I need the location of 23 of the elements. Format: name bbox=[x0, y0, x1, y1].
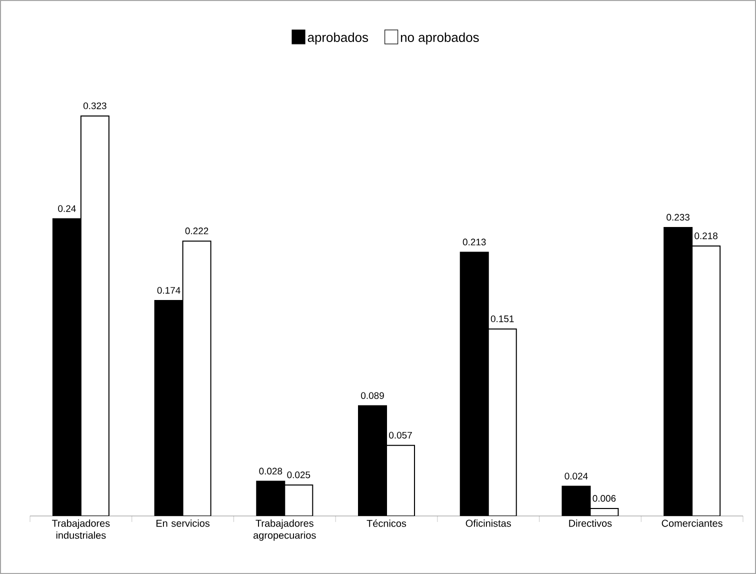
data-label: 0.233 bbox=[666, 214, 690, 221]
data-label: 0.024 bbox=[564, 472, 588, 480]
x-tick-label: Comerciantes bbox=[662, 520, 722, 527]
x-tick-label: En servicios bbox=[156, 520, 210, 527]
data-label: 0.323 bbox=[83, 102, 106, 110]
data-label: 0.24 bbox=[58, 205, 76, 212]
data-label: 0.089 bbox=[361, 392, 384, 399]
x-tick-label: Oficinistas bbox=[466, 520, 511, 527]
data-label: 0.025 bbox=[287, 472, 310, 478]
x-tick-label: Trabajadores industriales bbox=[52, 520, 110, 539]
data-label: 0.218 bbox=[694, 232, 718, 240]
legend-label: aprobados bbox=[308, 32, 368, 45]
x-tick-label: Trabajadores agropecuarios bbox=[254, 520, 316, 541]
legend-label: no aprobados bbox=[400, 32, 479, 45]
data-label: 0.006 bbox=[592, 495, 616, 502]
data-label: 0.174 bbox=[157, 286, 180, 294]
data-label: 0.151 bbox=[490, 315, 514, 322]
data-label: 0.222 bbox=[185, 228, 208, 234]
data-label: 0.213 bbox=[462, 238, 486, 246]
x-tick-label: Directivos bbox=[569, 520, 612, 527]
data-label: 0.028 bbox=[259, 468, 282, 474]
x-tick-label: Técnicos bbox=[366, 519, 406, 527]
data-label: 0.057 bbox=[389, 432, 412, 439]
